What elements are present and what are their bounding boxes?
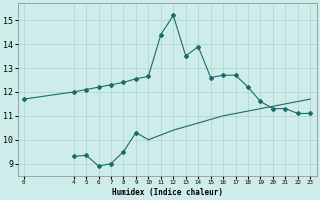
X-axis label: Humidex (Indice chaleur): Humidex (Indice chaleur) bbox=[112, 188, 223, 197]
